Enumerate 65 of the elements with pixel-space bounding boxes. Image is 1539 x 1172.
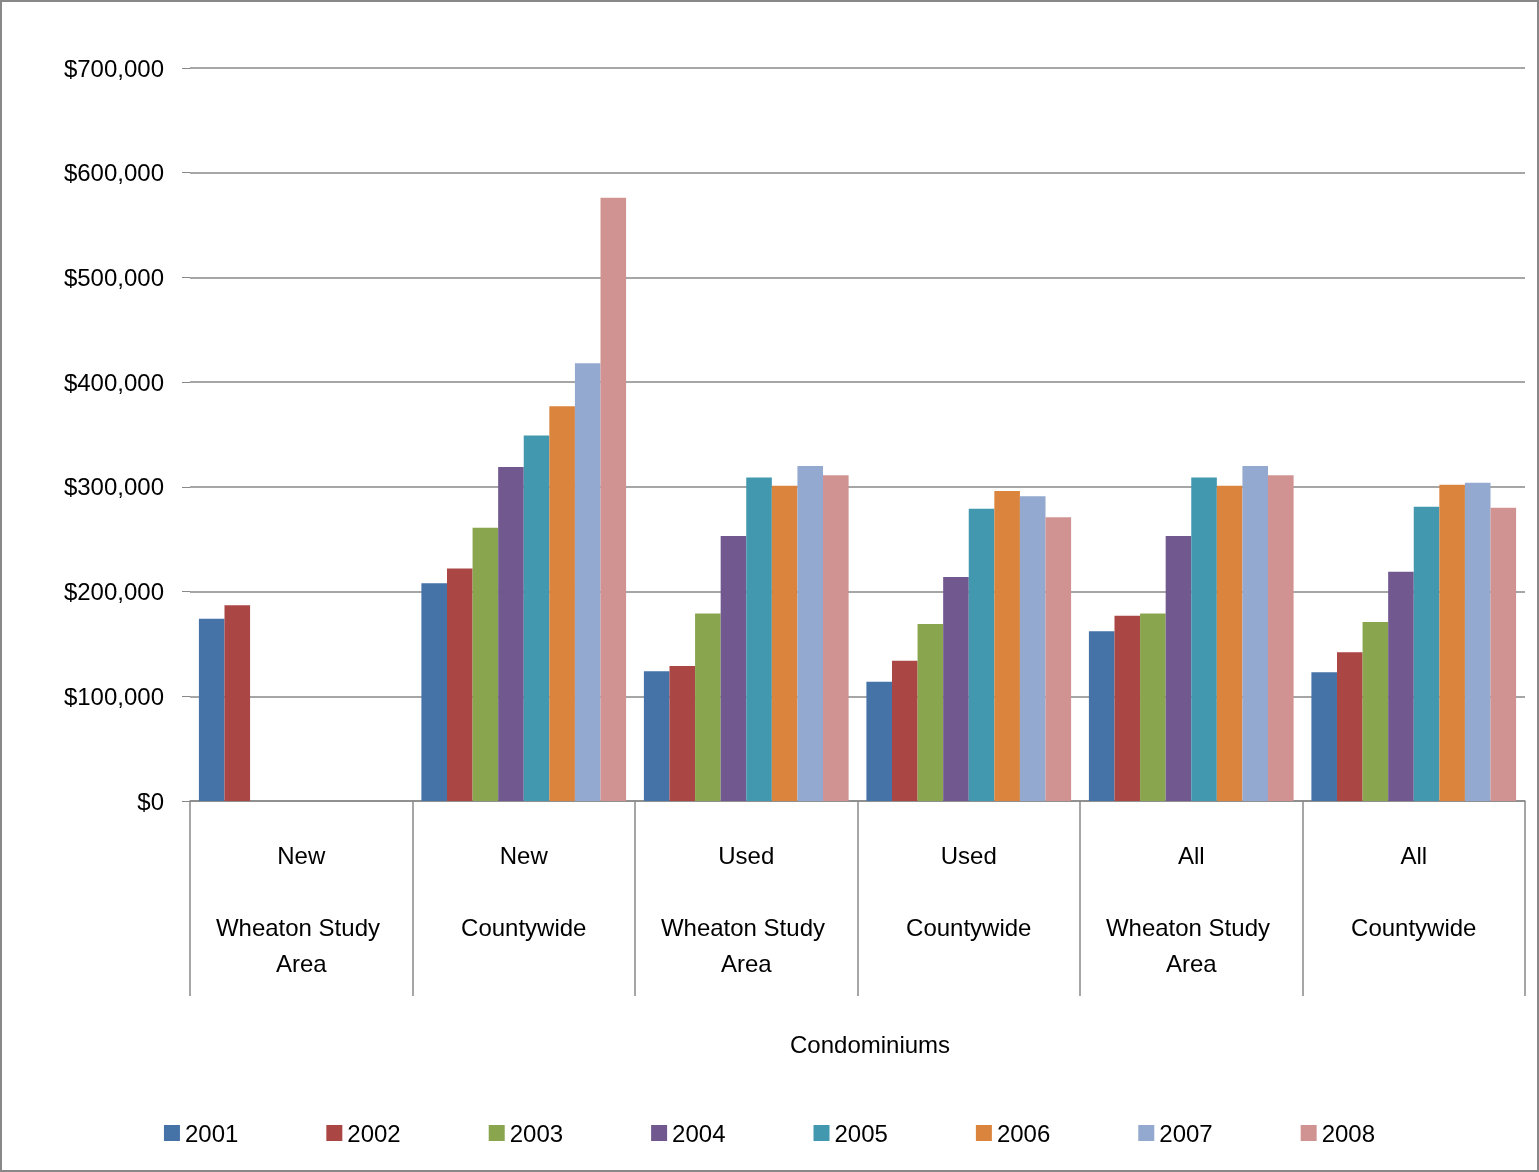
bar — [498, 466, 524, 801]
bar — [695, 613, 721, 801]
legend-label: 2004 — [672, 1119, 726, 1147]
bar — [1140, 613, 1166, 801]
bar — [1165, 536, 1192, 801]
bar — [224, 605, 251, 801]
bar — [746, 477, 772, 801]
category-label: Used Wheaton Study Area — [660, 841, 825, 977]
bar — [1045, 517, 1072, 801]
bar — [823, 475, 849, 801]
y-tick-label: $500,000 — [63, 263, 164, 291]
bar — [1439, 484, 1465, 801]
legend-label: 2006 — [996, 1119, 1051, 1147]
bar — [472, 527, 499, 801]
legend-label: 2003 — [509, 1119, 564, 1147]
bar — [1191, 477, 1217, 801]
y-tick-label: $400,000 — [63, 368, 164, 396]
bar — [421, 583, 447, 801]
bar — [446, 568, 473, 801]
bar — [1311, 672, 1337, 801]
bar — [1019, 496, 1046, 801]
bar — [523, 435, 550, 801]
bar — [1242, 465, 1269, 801]
bar — [549, 406, 575, 801]
category-label: All Countywide — [1351, 841, 1477, 941]
y-tick-label: $300,000 — [63, 473, 164, 501]
y-tick-label: $200,000 — [63, 578, 164, 606]
bar — [1464, 482, 1491, 801]
bar — [720, 536, 747, 801]
category-label: New Wheaton Study Area — [215, 841, 380, 977]
bar — [1336, 652, 1363, 801]
category-label: New Countywide — [461, 841, 587, 941]
bar — [574, 363, 601, 801]
bar — [1114, 615, 1141, 801]
bar — [917, 624, 944, 801]
text: Condominiums — [790, 1030, 951, 1058]
y-tick-label: $600,000 — [63, 159, 164, 187]
bar — [1413, 506, 1440, 801]
legend-label: 2005 — [834, 1119, 888, 1147]
bar — [1362, 621, 1389, 801]
bar — [968, 508, 995, 801]
bar — [1216, 485, 1243, 801]
bar — [943, 576, 969, 801]
category-label: Used Countywide — [906, 841, 1032, 941]
bar — [600, 197, 627, 801]
bar — [643, 671, 670, 801]
y-tick-label: $0 — [137, 787, 164, 815]
legend-label: 2007 — [1159, 1119, 1213, 1147]
bar — [866, 681, 892, 801]
category-label: All Wheaton Study Area — [1105, 841, 1270, 977]
legend-label: 2008 — [1321, 1119, 1376, 1147]
bar — [1388, 571, 1414, 801]
bar — [1088, 631, 1115, 801]
bar — [1490, 507, 1517, 801]
bar — [891, 660, 918, 801]
bar — [994, 491, 1020, 801]
bar — [1268, 475, 1294, 801]
legend-label: 2001 — [184, 1119, 239, 1147]
y-tick-label: $700,000 — [63, 54, 164, 82]
legend-label: 2002 — [347, 1119, 401, 1147]
bar — [797, 465, 824, 801]
bar — [771, 485, 798, 801]
y-tick-label: $100,000 — [63, 682, 164, 710]
bar — [198, 618, 225, 801]
bar — [669, 665, 696, 801]
